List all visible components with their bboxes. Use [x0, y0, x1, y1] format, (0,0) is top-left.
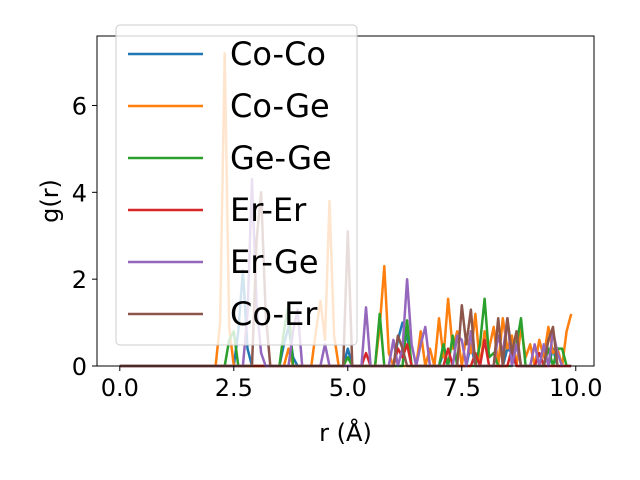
series-line-co-ge [119, 52, 573, 368]
y-tick-label: 4 [72, 179, 87, 207]
legend-label: Er-Er [230, 191, 307, 229]
y-axis-label: g(r) [36, 179, 64, 223]
legend-label: Co-Co [230, 35, 326, 73]
x-tick-label: 0.0 [101, 374, 139, 402]
x-tick-label: 5.0 [329, 374, 367, 402]
y-tick-label: 0 [72, 353, 87, 381]
y-tick-label: 2 [72, 266, 87, 294]
axes: 0.0 2.5 5.0 7.5 10.0 0 2 4 6 r (Å) g(r) [36, 35, 602, 447]
legend-label: Er-Ge [230, 243, 319, 281]
legend-label: Co-Er [230, 295, 318, 333]
series-line-co-er [119, 191, 559, 368]
x-tick-label: 10.0 [549, 374, 602, 402]
legend-label: Co-Ge [230, 87, 330, 125]
legend: Co-Co Co-Ge Ge-Ge Er-Er Er-Ge Co-Er [115, 24, 358, 346]
x-axis-label: r (Å) [319, 418, 372, 447]
x-tick-label: 2.5 [215, 374, 253, 402]
legend-label: Ge-Ge [230, 139, 332, 177]
y-tick-label: 6 [72, 92, 87, 120]
x-tick-label: 7.5 [443, 374, 481, 402]
